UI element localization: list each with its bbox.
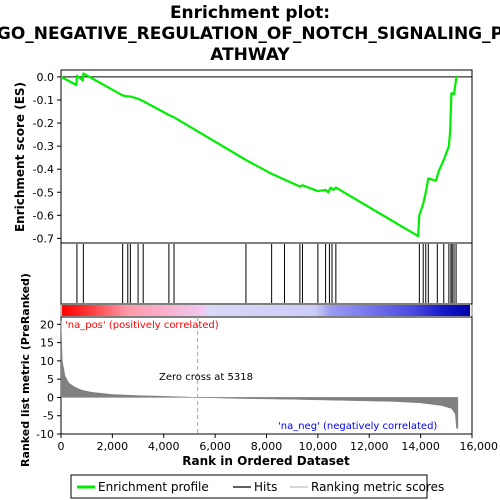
enrichment-y-tick-label: -0.2	[33, 117, 54, 130]
plot-title-line-1: Enrichment plot:	[170, 3, 330, 23]
ranking-metric-area	[60, 320, 459, 429]
ranking-panel-frame	[60, 316, 473, 435]
x-tick-label: 14,000	[401, 440, 440, 453]
plot-title-line-2: GO_NEGATIVE_REGULATION_OF_NOTCH_SIGNALIN…	[0, 24, 500, 44]
ranking-y-axis-label: Ranked list metric (PreRanked)	[19, 273, 32, 467]
legend-ranking-label: Ranking metric scores	[311, 480, 444, 494]
ranking-x-ticks: 0 2,000 4,000 6,000 8,000 10,000 12,000 14,000 1…	[58, 434, 499, 453]
x-tick-label: 4,000	[148, 440, 180, 453]
enrichment-profile-line	[60, 72, 458, 238]
enrichment-y-tick-label: -0.5	[33, 186, 54, 199]
x-tick-label: 2,000	[97, 440, 129, 453]
x-axis-label: Rank in Ordered Dataset	[182, 454, 350, 468]
ranking-y-tick-label: 20	[40, 318, 54, 331]
enrichment-y-tick-label: 0.0	[37, 71, 55, 84]
enrichment-y-tick-label: -0.6	[33, 209, 54, 222]
ranking-y-tick-label: 5	[47, 373, 54, 386]
x-tick-label: 12,000	[350, 440, 389, 453]
plot-title-line-3: ATHWAY	[210, 45, 290, 65]
ranking-y-ticks: 20 15 10 5 0 -5 -10	[36, 318, 61, 441]
pos-correlated-label: 'na_pos' (positively correlated)	[65, 320, 219, 331]
zero-cross-label: Zero cross at 5318	[159, 372, 253, 383]
enrichment-line-group	[60, 72, 458, 238]
x-tick-label: 6,000	[199, 440, 231, 453]
hits-group	[76, 244, 457, 303]
ranking-color-bar	[62, 305, 470, 316]
ranking-y-tick-label: -5	[43, 410, 54, 423]
x-tick-label: 8,000	[251, 440, 283, 453]
ranking-area-group	[60, 317, 459, 434]
ranking-y-tick-label: 10	[40, 355, 54, 368]
enrichment-y-axis-label: Enrichment score (ES)	[13, 82, 27, 232]
enrichment-y-tick-label: -0.3	[33, 140, 54, 153]
ranking-y-tick-label: -10	[36, 428, 54, 441]
enrichment-y-tick-label: -0.1	[33, 94, 54, 107]
legend-enrichment-label: Enrichment profile	[98, 480, 209, 494]
ranking-y-tick-label: 0	[47, 391, 54, 404]
enrichment-y-tick-label: -0.4	[33, 163, 54, 176]
x-tick-label: 10,000	[299, 440, 338, 453]
neg-correlated-label: 'na_neg' (negatively correlated)	[278, 421, 437, 432]
legend-hits-label: Hits	[254, 480, 277, 494]
enrichment-y-tick-label: -0.7	[33, 232, 54, 245]
enrichment-y-ticks: 0.0 -0.1 -0.2 -0.3 -0.4 -0.5 -0.6 -0.7	[33, 71, 61, 245]
x-tick-label: 16,000	[460, 440, 499, 453]
ranking-y-tick-label: 15	[40, 337, 54, 350]
x-tick-label: 0	[58, 440, 65, 453]
